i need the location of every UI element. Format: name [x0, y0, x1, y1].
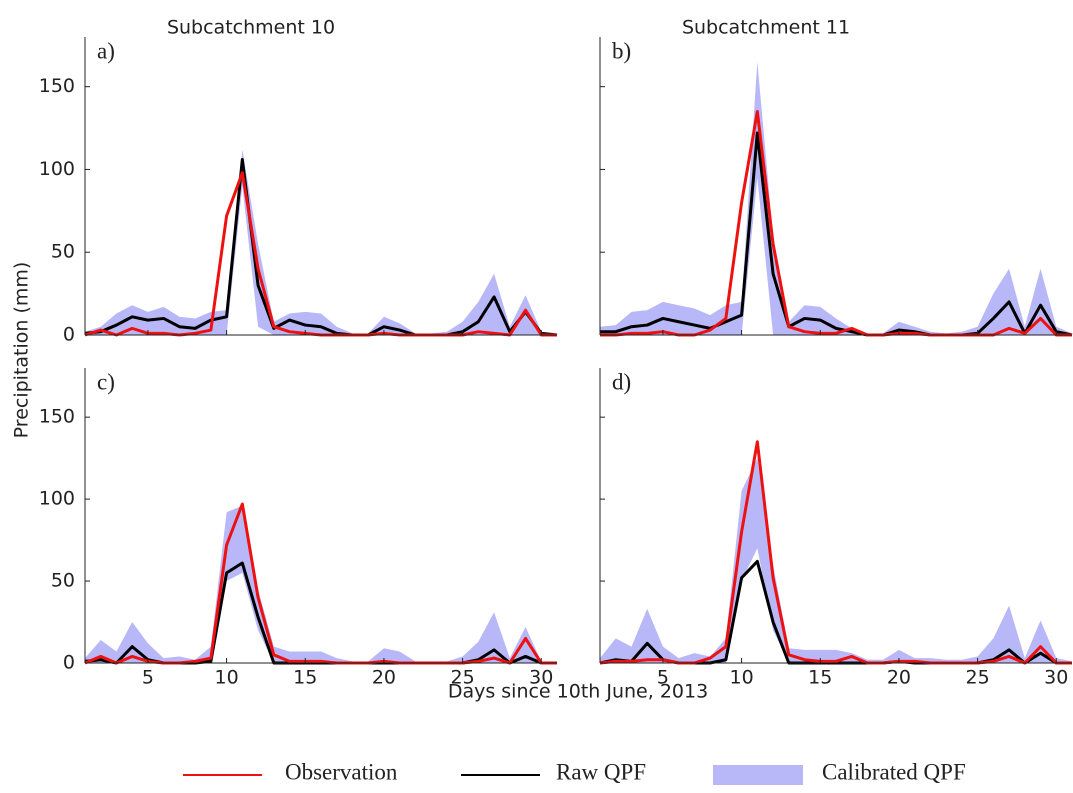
band	[85, 505, 557, 663]
legend-label: Calibrated QPF	[822, 759, 966, 784]
legend-swatch	[713, 765, 803, 785]
legend-label: Observation	[285, 759, 398, 784]
y-axis-label: Precipitation (mm)	[11, 262, 33, 439]
band	[600, 458, 1072, 663]
y-tick-label: 150	[39, 406, 75, 428]
y-tick-label: 50	[51, 570, 75, 592]
y-tick-label: 0	[63, 324, 75, 346]
panel-label: b)	[612, 38, 631, 63]
legend-label: Raw QPF	[556, 759, 646, 784]
y-tick-label: 0	[63, 652, 75, 674]
x-tick-label: 10	[215, 667, 239, 689]
band	[600, 61, 1072, 335]
x-tick-label: 25	[966, 667, 990, 689]
x-tick-label: 20	[887, 667, 911, 689]
panel-title: Subcatchment 11	[682, 17, 850, 39]
x-tick-label: 10	[730, 667, 754, 689]
panel-label: d)	[612, 369, 631, 394]
x-tick-label: 15	[808, 667, 832, 689]
y-tick-label: 100	[39, 158, 75, 180]
y-tick-label: 50	[51, 241, 75, 263]
x-tick-label: 30	[529, 667, 553, 689]
x-tick-label: 15	[293, 667, 317, 689]
y-tick-label: 150	[39, 75, 75, 97]
line	[600, 131, 1073, 337]
x-tick-label: 5	[142, 667, 154, 689]
x-tick-label: 30	[1044, 667, 1068, 689]
panel-title: Subcatchment 10	[167, 17, 335, 39]
panel-label: c)	[97, 369, 115, 394]
x-tick-label: 25	[451, 667, 475, 689]
x-axis-label: Days since 10th June, 2013	[448, 681, 708, 703]
x-tick-label: 5	[657, 667, 669, 689]
x-tick-label: 20	[372, 667, 396, 689]
panel-label: a)	[97, 38, 115, 63]
line	[84, 158, 558, 337]
y-tick-label: 100	[39, 488, 75, 510]
